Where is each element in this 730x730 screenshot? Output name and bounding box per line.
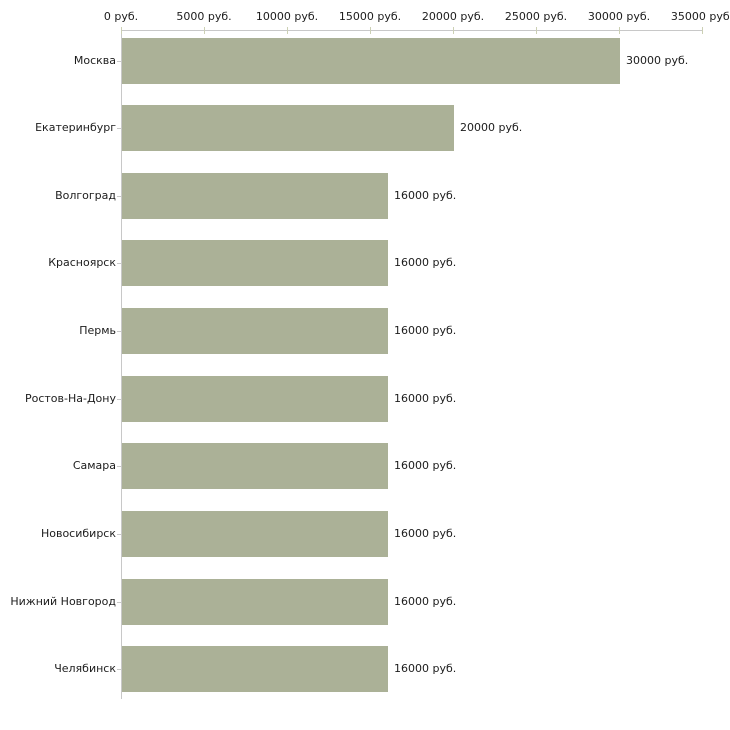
value-label: 16000 руб. [394, 594, 457, 608]
bar [122, 646, 388, 692]
y-axis-tick [117, 669, 124, 670]
y-axis-tick [117, 534, 124, 535]
category-label: Ростов-На-Дону [24, 391, 116, 405]
category-label: Челябинск [54, 662, 116, 676]
bar [122, 173, 388, 219]
value-label: 16000 руб. [394, 256, 457, 270]
x-axis-tick-label: 15000 руб. [338, 10, 402, 23]
x-axis-tick [619, 27, 620, 34]
bar [122, 240, 388, 286]
value-label: 16000 руб. [394, 188, 457, 202]
bar [122, 38, 620, 84]
x-axis-line [121, 30, 703, 31]
x-axis-tick [204, 27, 205, 34]
y-axis-tick [117, 466, 124, 467]
y-axis-tick [117, 263, 124, 264]
value-label: 16000 руб. [394, 324, 457, 338]
x-axis-tick-label: 5000 руб. [176, 10, 232, 23]
value-label: 16000 руб. [394, 459, 457, 473]
bar [122, 308, 388, 354]
x-axis-tick [287, 27, 288, 34]
y-axis-line [121, 30, 122, 699]
y-axis-tick [117, 331, 124, 332]
y-axis-tick [117, 196, 124, 197]
x-axis-tick-label: 35000 руб. [670, 10, 730, 23]
value-label: 16000 руб. [394, 391, 457, 405]
bar [122, 511, 388, 557]
x-axis-tick-label: 10000 руб. [255, 10, 319, 23]
y-axis-tick [117, 61, 124, 62]
category-label: Самара [72, 459, 116, 473]
bar [122, 579, 388, 625]
x-axis-tick [702, 27, 703, 34]
category-label: Москва [73, 53, 116, 67]
value-label: 20000 руб. [460, 121, 523, 135]
value-label: 16000 руб. [394, 662, 457, 676]
x-axis-tick-label: 25000 руб. [504, 10, 568, 23]
category-label: Нижний Новгород [10, 594, 116, 608]
x-axis-tick [453, 27, 454, 34]
x-axis-tick [370, 27, 371, 34]
x-axis-tick [536, 27, 537, 34]
category-label: Пермь [79, 324, 116, 338]
x-axis-tick-label: 20000 руб. [421, 10, 485, 23]
bar [122, 105, 454, 151]
x-axis-tick [121, 27, 122, 34]
value-label: 16000 руб. [394, 527, 457, 541]
bar [122, 443, 388, 489]
y-axis-tick [117, 128, 124, 129]
category-label: Красноярск [48, 256, 116, 270]
x-axis-tick-label: 30000 руб. [587, 10, 651, 23]
value-label: 30000 руб. [626, 53, 689, 67]
y-axis-tick [117, 399, 124, 400]
category-label: Волгоград [55, 188, 116, 202]
category-label: Екатеринбург [35, 121, 116, 135]
category-label: Новосибирск [40, 527, 116, 541]
bar [122, 376, 388, 422]
y-axis-tick [117, 602, 124, 603]
x-axis-tick-label: 0 руб. [103, 10, 139, 23]
